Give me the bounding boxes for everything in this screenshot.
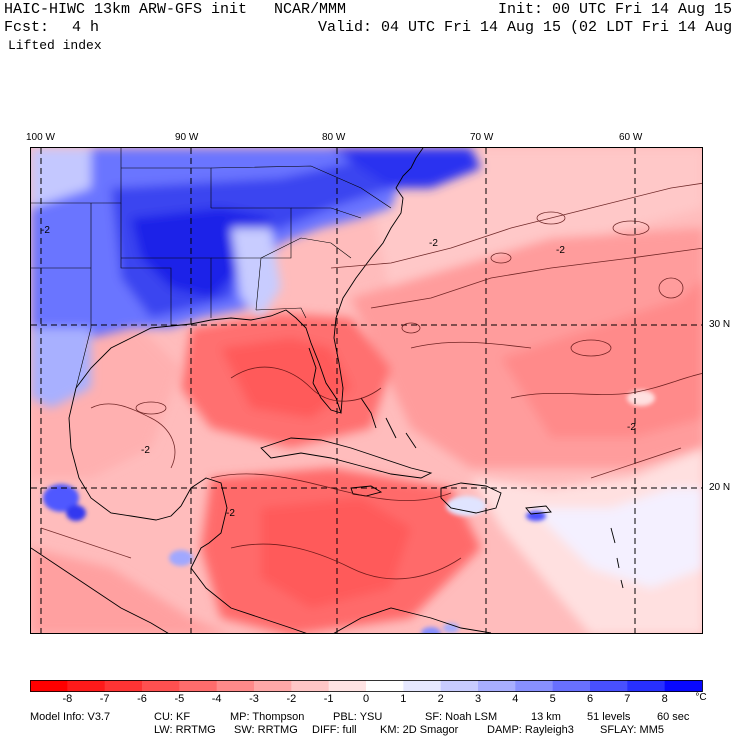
model-info-pbl: PBL: YSU [333, 711, 383, 723]
colorbar-swatch [254, 680, 292, 692]
stable-patches [43, 390, 655, 633]
colorbar-unit: °C [695, 692, 707, 703]
colorbar-swatch [30, 680, 68, 692]
colorbar-swatch [552, 680, 591, 692]
colorbar-swatch [291, 680, 330, 692]
colorbar-tick-label: 5 [549, 693, 556, 705]
lon-label-100w: 100 W [26, 132, 55, 143]
contour-label: -2 [627, 422, 636, 433]
colorbar-tick-label: -7 [99, 693, 110, 705]
lat-label-30n: 30 N [709, 319, 731, 330]
contour-label: -2 [41, 225, 50, 236]
coastlines [31, 148, 624, 633]
colorbar-swatch [179, 680, 218, 692]
colorbar-tick-label: -6 [137, 693, 147, 705]
colorbar-swatch [366, 680, 404, 692]
model-info-sflay: SFLAY: MM5 [600, 724, 664, 736]
lon-label-60w: 60 W [619, 132, 643, 143]
colorbar-swatch [627, 680, 666, 692]
lat-label-20n: 20 N [709, 482, 731, 493]
contour-label-group: -2 -2 -2 -2 -2 -2 [41, 225, 636, 519]
colorbar-tick-label: 6 [586, 693, 594, 705]
model-info-damp: DAMP: Rayleigh3 [487, 724, 574, 736]
model-info-km: KM: 2D Smagor [380, 724, 459, 736]
model-info-sw: SW: RRTMG [234, 724, 298, 736]
valid-time: Valid: 04 UTC Fri 14 Aug 15 (02 LDT Fri … [318, 19, 740, 36]
colorbar-tick-label: 8 [661, 693, 668, 705]
colorbar-swatch [478, 680, 516, 692]
colorbar-tick-label: -4 [211, 693, 222, 705]
colorbar-tick-label: -2 [286, 693, 297, 705]
forecast-hour: 4 h [72, 19, 100, 36]
stable-air-region [31, 148, 481, 408]
colorbar-tick-label: 2 [437, 693, 444, 705]
model-info-timestep: 60 sec [657, 711, 690, 723]
colorbar-tick-label: -3 [249, 693, 259, 705]
model-info-diff: DIFF: full [312, 724, 357, 736]
colorbar-swatch [664, 680, 703, 692]
field-name: Lifted index [8, 38, 102, 53]
colorbar-swatch [142, 680, 180, 692]
model-info-version: Model Info: V3.7 [30, 711, 111, 723]
model-info-sf: SF: Noah LSM [425, 711, 498, 723]
colorbar-swatch [67, 680, 106, 692]
lon-label-70w: 70 W [470, 132, 494, 143]
colorbar-outline [30, 680, 703, 692]
lon-label-80w: 80 W [322, 132, 346, 143]
org-label: NCAR/MMM [274, 1, 347, 18]
contour-label: -2 [556, 245, 565, 256]
model-info-lw: LW: RRTMG [154, 724, 216, 736]
init-time: Init: 00 UTC Fri 14 Aug 15 [498, 1, 733, 18]
colorbar-swatch [515, 680, 554, 692]
colorbar-tick-label: -5 [174, 693, 185, 705]
colorbar-tick-label: -8 [62, 693, 73, 705]
lon-label-90w: 90 W [175, 132, 199, 143]
model-info-levels: 51 levels [587, 711, 631, 723]
colorbar-tick-label: 7 [624, 693, 631, 705]
state-borders [31, 148, 392, 389]
model-info-mp: MP: Thompson [230, 711, 305, 723]
model-info-resolution: 13 km [531, 711, 561, 723]
map-canvas: -2 -2 -2 -2 -2 -2 [31, 148, 702, 633]
colorbar-swatch [440, 680, 479, 692]
lifted-index-map: -2 -2 -2 -2 -2 -2 [30, 147, 703, 634]
model-title: HAIC-HIWC 13km ARW-GFS init [4, 1, 248, 18]
colorbar-tick-label: 3 [474, 693, 482, 705]
colorbar-swatch [104, 680, 143, 692]
colorbar [30, 680, 703, 692]
forecast-label: Fcst: [4, 19, 50, 36]
colorbar-swatch [403, 680, 442, 692]
colorbar-tick-label: 4 [512, 693, 519, 705]
contour-label: -2 [429, 238, 438, 249]
contour-label: -2 [141, 445, 150, 456]
contour-lines [40, 182, 702, 580]
field-shading [31, 148, 702, 633]
colorbar-swatch [216, 680, 255, 692]
colorbar-swatch [590, 680, 628, 692]
colorbar-tick-label: 0 [362, 693, 370, 705]
model-info-cu: CU: KF [154, 711, 191, 723]
colorbar-swatch [328, 680, 367, 692]
colorbar-tick-label: -1 [323, 693, 334, 705]
latlon-grid [31, 148, 702, 633]
contour-label: -2 [226, 508, 235, 519]
colorbar-tick-label: 1 [400, 693, 407, 705]
